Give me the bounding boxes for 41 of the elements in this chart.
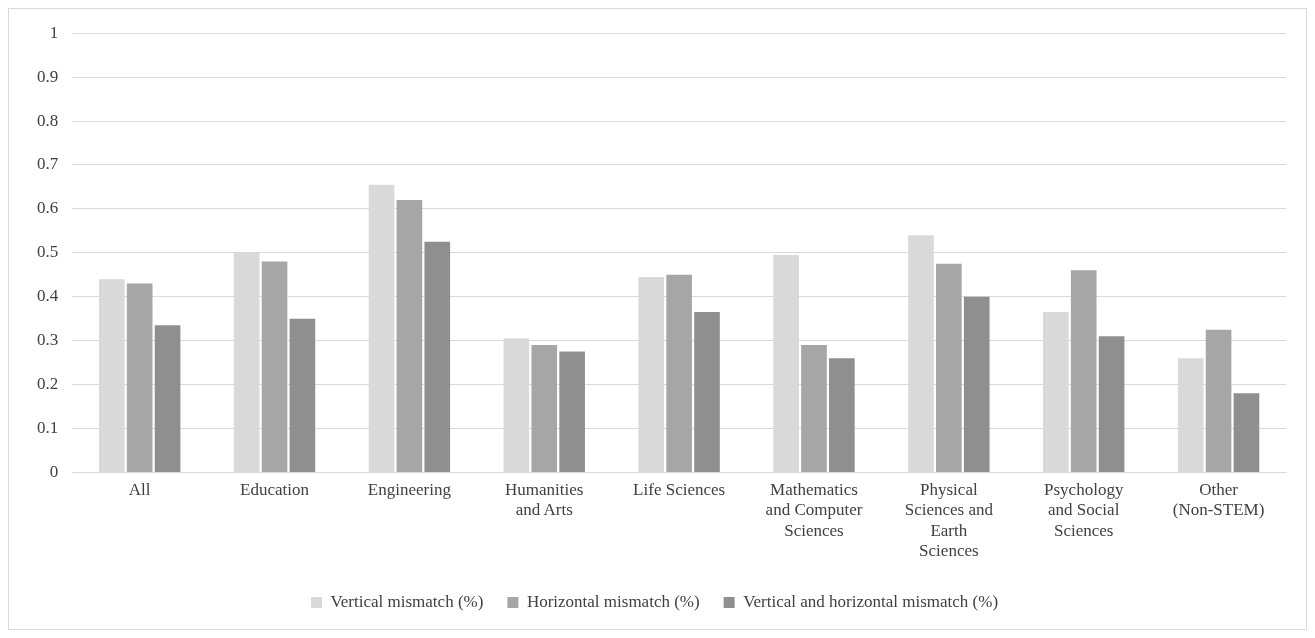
- x-tick-label: Physical Sciences and Earth Sciences: [904, 480, 994, 561]
- x-tick-label: Other (Non-STEM): [1172, 480, 1265, 520]
- y-tick-label: 0.1: [37, 417, 59, 437]
- x-tick-label: All: [128, 480, 151, 500]
- bar: [154, 325, 181, 472]
- x-tick-label: Engineering: [367, 480, 452, 500]
- y-tick-label: 0.5: [37, 242, 59, 262]
- bar: [1098, 336, 1125, 472]
- x-tick-label: Education: [240, 480, 310, 500]
- bar: [531, 345, 558, 472]
- bar: [1205, 329, 1232, 472]
- bar: [424, 241, 451, 472]
- x-tick-label: Life Sciences: [633, 480, 726, 500]
- legend-label: Vertical and horizontal mismatch (%): [743, 591, 999, 611]
- x-tick-label: Mathematics and Computer Sciences: [765, 480, 863, 540]
- x-tick-label: Humanities and Arts: [505, 480, 584, 520]
- bar: [1070, 270, 1097, 472]
- y-tick-label: 0.4: [37, 286, 59, 306]
- bar: [396, 200, 423, 472]
- bar: [694, 312, 720, 472]
- bar: [801, 345, 827, 472]
- bar: [289, 318, 316, 472]
- bar: [666, 274, 692, 472]
- bar: [936, 263, 962, 472]
- y-tick-label: 0.6: [37, 198, 59, 218]
- legend-label: Vertical mismatch (%): [330, 591, 484, 611]
- bar: [1233, 393, 1260, 472]
- y-tick-label: 0.7: [37, 154, 59, 174]
- bar: [559, 351, 585, 472]
- x-tick-label: Psychology and Social Sciences: [1044, 480, 1124, 540]
- y-tick-label: 0.2: [37, 374, 59, 394]
- y-tick-label: 0: [49, 461, 59, 481]
- y-tick-label: 0.8: [37, 110, 59, 130]
- legend-label: Horizontal mismatch (%): [526, 591, 700, 611]
- bar: [963, 296, 990, 472]
- y-tick-label: 0.9: [37, 66, 59, 86]
- bar: [261, 261, 288, 472]
- y-tick-label: 1: [49, 22, 59, 42]
- bar: [829, 358, 855, 472]
- bar: [126, 283, 153, 472]
- y-tick-label: 0.3: [37, 330, 59, 350]
